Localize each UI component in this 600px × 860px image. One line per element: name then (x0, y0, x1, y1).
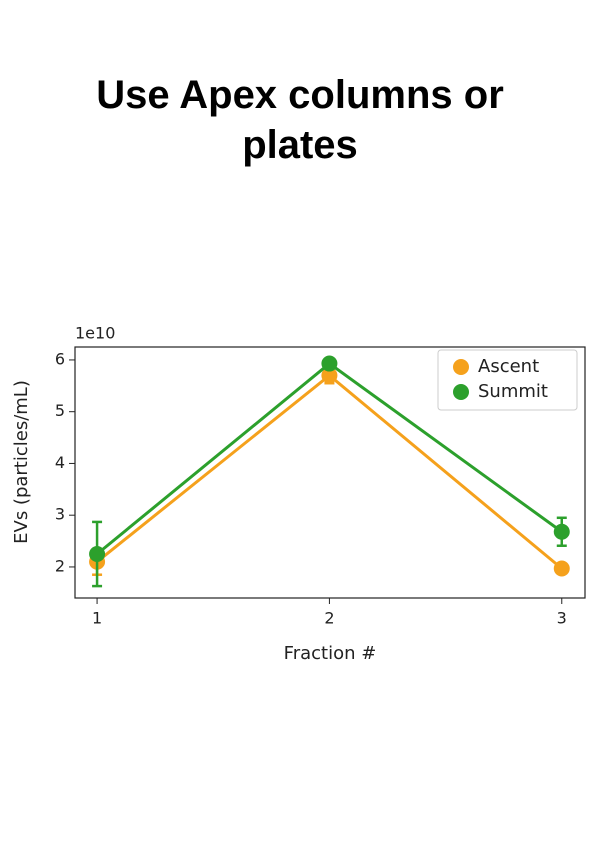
point (553, 560, 570, 577)
legend-box (437, 349, 578, 411)
y-axis-label: EVs (particles/mL) (11, 380, 32, 544)
point (321, 367, 338, 384)
y-tick-label: 5 (55, 401, 65, 420)
x-axis-label: Fraction # (284, 643, 377, 664)
x-tick-label: 2 (324, 609, 334, 628)
y-tick-label: 6 (55, 349, 65, 368)
legend-label: Ascent (478, 356, 539, 377)
y-tick-label: 2 (55, 556, 65, 575)
legend-marker (453, 384, 469, 400)
legend-label: Summit (478, 381, 548, 402)
y-tick-label: 4 (55, 453, 65, 472)
offset-label: 1e10 (75, 324, 115, 343)
page-title: Use Apex columns or plates (96, 73, 504, 167)
point (553, 523, 570, 540)
legend-marker (453, 359, 469, 375)
point (89, 546, 106, 563)
x-tick-label: 1 (92, 609, 102, 628)
plot-frame (74, 346, 586, 599)
point (321, 355, 338, 372)
y-tick-label: 3 (55, 505, 65, 524)
x-tick-label: 3 (557, 609, 567, 628)
